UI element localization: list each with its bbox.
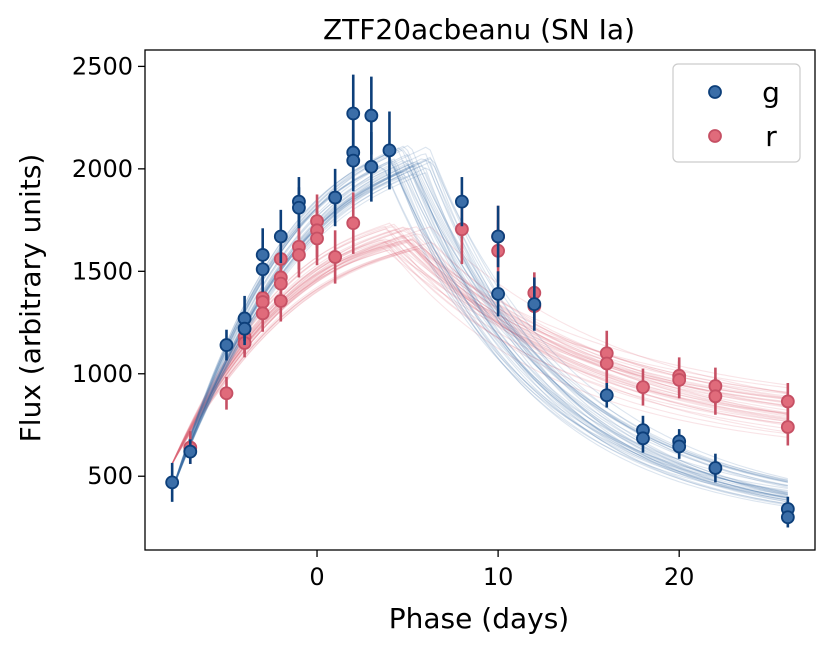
y-tick-label: 2500 [72, 52, 133, 80]
model-curve-g [171, 159, 788, 494]
x-tick-label: 10 [483, 563, 514, 591]
model-curve-r [171, 225, 788, 464]
plot-frame [144, 49, 816, 551]
data-point-r [273, 294, 288, 308]
data-point-g [346, 106, 361, 121]
model-curve-r [171, 227, 788, 464]
data-point-g [708, 461, 723, 475]
model-curve-g [171, 162, 788, 491]
data-point-g [636, 431, 650, 446]
model-curve-r [171, 233, 788, 464]
y-tick-label: 1000 [72, 360, 133, 388]
model-curve-r [171, 248, 788, 464]
model-curve-r [171, 249, 788, 464]
data-point-r [328, 250, 343, 264]
model-curve-r [171, 235, 788, 464]
legend-box [672, 63, 801, 163]
model-curve-r [171, 243, 788, 464]
data-point-r [292, 248, 306, 262]
model-curve-r [171, 241, 788, 464]
y-axis: 500 1000 1500 2000 2500 [72, 52, 145, 490]
x-axis: 0 10 20 [309, 550, 694, 591]
data-point-r [255, 306, 270, 321]
legend-marker-r [708, 129, 722, 143]
x-axis-label: Phase (days) [389, 602, 569, 635]
data-point-r [708, 389, 723, 404]
y-axis-label: Flux (arbitrary units) [14, 154, 47, 443]
model-curve-r [171, 246, 788, 464]
data-point-g [527, 297, 542, 311]
x-tick-label: 20 [664, 563, 695, 591]
legend-marker-g [708, 85, 722, 99]
x-tick-label: 0 [309, 563, 324, 591]
model-curve-r [171, 226, 788, 464]
model-curve-g [171, 153, 788, 499]
data-point-r [599, 356, 614, 371]
legend-label-r: r [765, 120, 777, 153]
model-curve-r [171, 247, 788, 465]
legend-label-g: g [762, 76, 780, 109]
chart-title: ZTF20acbeanu (SN Ia) [323, 13, 635, 46]
legend: g r [672, 63, 801, 163]
model-curve-r [171, 241, 788, 465]
model-curves [171, 144, 788, 508]
data-point-g [237, 321, 252, 336]
model-curve-g [171, 154, 788, 491]
data-point-g [382, 143, 397, 158]
model-curve-g [171, 148, 788, 495]
model-curve-r [171, 248, 788, 464]
data-point-r [780, 394, 795, 409]
model-curve-r [171, 249, 788, 464]
data-point-r [273, 276, 288, 291]
model-curve-r [171, 226, 788, 465]
model-curve-g [171, 172, 788, 495]
data-point-g [273, 229, 288, 244]
data-point-g [364, 159, 379, 174]
y-tick-label: 2000 [72, 155, 133, 183]
data-point-r [219, 386, 234, 401]
data-point-g [454, 194, 469, 209]
y-tick-label: 1500 [72, 257, 133, 285]
model-curve-r [171, 222, 788, 464]
data-point-r [255, 295, 270, 309]
model-curve-r [171, 239, 788, 464]
model-curve-r [171, 234, 788, 464]
data-point-r [636, 380, 650, 394]
model-curve-r [171, 242, 788, 464]
data-point-r [672, 373, 687, 387]
data-point-g [599, 388, 614, 403]
data-point-g [255, 262, 270, 277]
model-curve-r [171, 227, 788, 464]
data-point-g [346, 153, 361, 168]
data-point-r [346, 216, 361, 231]
data-point-g [255, 248, 270, 262]
model-curve-r [171, 236, 788, 464]
model-curve-r [171, 245, 788, 464]
model-curve-g [171, 153, 788, 491]
data-point-r [310, 231, 324, 246]
model-curve-r [171, 244, 788, 464]
model-curve-g [171, 155, 788, 496]
data-point-g [328, 190, 343, 205]
data-point-g [491, 229, 506, 244]
data-point-g [165, 475, 180, 490]
model-curve-g [171, 166, 788, 505]
y-tick-label: 500 [87, 462, 133, 490]
data-point-r [780, 420, 795, 434]
model-curve-r [171, 228, 788, 464]
data-point-g [491, 286, 506, 301]
data-point-g [183, 444, 198, 459]
data-points [165, 74, 795, 528]
model-curve-r [171, 250, 788, 464]
data-point-g [292, 200, 306, 215]
data-point-g [672, 439, 687, 454]
model-curve-g [171, 159, 788, 501]
model-curve-r [171, 249, 788, 464]
data-point-g [364, 108, 379, 123]
model-curve-r [171, 240, 788, 464]
data-point-g [780, 510, 795, 525]
model-curve-g [171, 167, 788, 499]
data-point-g [219, 338, 234, 352]
